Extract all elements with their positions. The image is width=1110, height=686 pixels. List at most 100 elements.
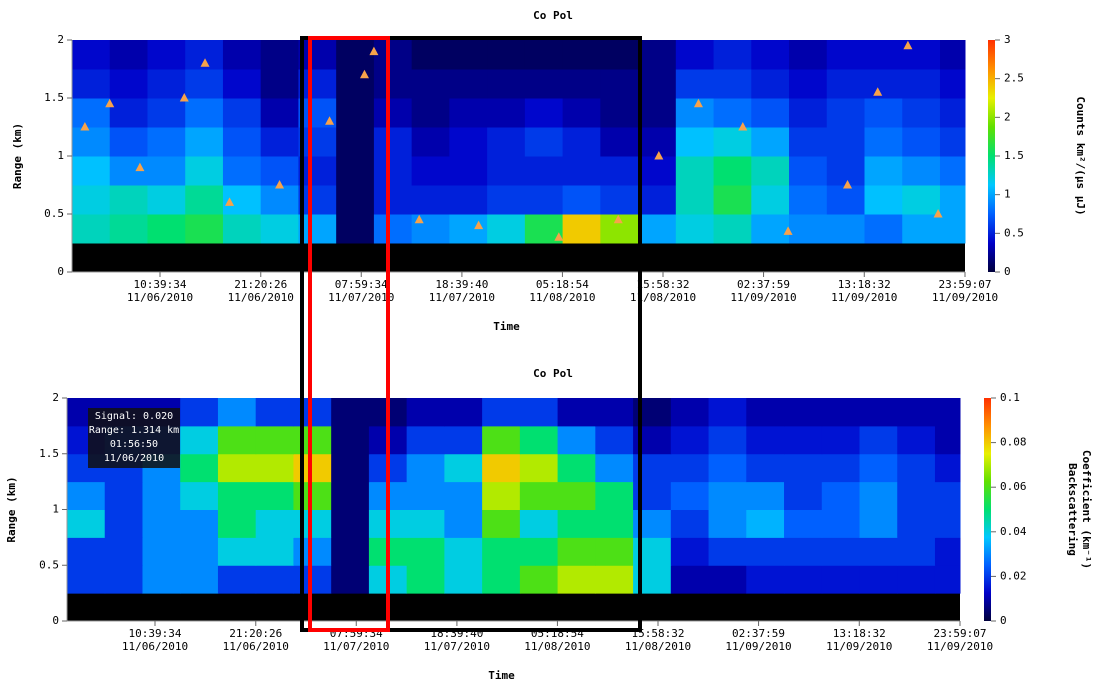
heatmap-cell (147, 214, 186, 244)
heatmap-cell (487, 69, 526, 99)
heatmap-cell (746, 481, 785, 510)
x-tick-label: 11/07/2010 (323, 640, 389, 653)
heatmap-cell (298, 156, 337, 186)
heatmap-cell (939, 214, 966, 244)
colorbar-tick-label: 2 (1004, 110, 1011, 123)
heatmap-cell (180, 565, 219, 594)
annotation-text: 01:56:50 (110, 439, 158, 450)
x-tick-label: 23:59:07 (934, 627, 987, 640)
heatmap-cell (713, 214, 752, 244)
y-tick-label: 2 (57, 33, 64, 46)
heatmap-cell (557, 537, 596, 566)
heatmap-cell (142, 565, 181, 594)
x-tick-label: 02:37:59 (732, 627, 785, 640)
x-tick-label: 13:18:32 (833, 627, 886, 640)
marker (613, 214, 623, 224)
heatmap-cell (104, 481, 143, 510)
heatmap-cell (638, 214, 677, 244)
heatmap-cell (298, 40, 337, 70)
heatmap-cell (557, 425, 596, 455)
colorbar-tick-label: 1.5 (1004, 149, 1024, 162)
y-tick-label: 2 (52, 391, 59, 404)
heatmap-cell (331, 481, 370, 510)
heatmap-cell (180, 509, 219, 538)
heatmap-cell (331, 425, 370, 455)
heatmap-cell (826, 185, 866, 215)
x-tick-label: 10:39:34 (133, 278, 186, 291)
heatmap-cell (255, 481, 294, 510)
heatmap-cell (670, 509, 710, 538)
heatmap-cell (104, 537, 143, 566)
heatmap-cell (482, 565, 521, 594)
x-axis-label: Time (493, 320, 520, 333)
heatmap-cell (72, 69, 111, 99)
heatmap-cell (746, 453, 785, 483)
heatmap-cell (185, 127, 224, 157)
heatmap-cell (336, 127, 375, 157)
x-tick-label: 11/06/2010 (228, 291, 294, 304)
heatmap-cell (487, 127, 526, 157)
heatmap-cell (826, 40, 866, 70)
heatmap-cell (293, 565, 332, 594)
heatmap-cell (557, 481, 596, 510)
annotation-text: Range: 1.314 km (89, 425, 179, 436)
marker (654, 151, 664, 160)
heatmap-cell (524, 185, 564, 215)
heatmap-cell (826, 214, 866, 244)
x-tick-label: 07:59:34 (335, 278, 388, 291)
heatmap-cell (595, 509, 634, 538)
heatmap-cell (336, 40, 375, 70)
heatmap-cell (411, 40, 450, 70)
heatmap-cell (487, 98, 526, 128)
y-tick-label: 1 (52, 503, 59, 516)
colorbar-tick-label: 3 (1004, 33, 1011, 46)
heatmap-cell (180, 537, 219, 566)
heatmap-cell (638, 156, 677, 186)
heatmap-cell (859, 425, 898, 455)
heatmap-cell (859, 565, 898, 594)
y-axis-label: Range (km) (11, 123, 24, 189)
heatmap-cell (600, 40, 639, 70)
colorbar-tick-label: 0.08 (1000, 436, 1027, 449)
marker (200, 58, 210, 67)
heatmap-cell (897, 481, 936, 510)
x-tick-label: 15:58:32 (632, 627, 685, 640)
heatmap-cell (708, 481, 747, 510)
heatmap-cell (482, 398, 521, 427)
heatmap-cell (897, 537, 936, 566)
heatmap-cell (67, 537, 106, 566)
heatmap-cell (789, 185, 828, 215)
marker (903, 40, 913, 50)
heatmap-cell (217, 425, 257, 455)
heatmap-cell (373, 156, 413, 186)
heatmap-cell (708, 565, 747, 594)
heatmap-cell (444, 398, 483, 427)
heatmap-cell (487, 185, 526, 215)
heatmap-cell (524, 69, 564, 99)
heatmap-cell (449, 98, 488, 128)
heatmap-cell (373, 98, 413, 128)
heatmap-cell (713, 98, 752, 128)
x-tick-label: 02:37:59 (737, 278, 790, 291)
x-tick-label: 11/09/2010 (725, 640, 791, 653)
heatmap-cell (600, 127, 639, 157)
heatmap-cell (864, 98, 903, 128)
heatmap-cell (444, 509, 483, 538)
heatmap-cell (751, 156, 790, 186)
colorbar-tick-label: 0.5 (1004, 226, 1024, 239)
heatmap-cell (600, 98, 639, 128)
heatmap-cell (142, 537, 181, 566)
heatmap-cell (147, 127, 186, 157)
heatmap-cell (864, 185, 903, 215)
heatmap-cell (859, 398, 898, 427)
highlight-box (300, 36, 642, 632)
heatmap-cell (406, 398, 445, 427)
heatmap-cell (670, 537, 710, 566)
heatmap-cell (293, 481, 332, 510)
heatmap-cell (222, 98, 262, 128)
heatmap-cell (260, 69, 299, 99)
heatmap-cell (902, 127, 941, 157)
heatmap-cell (562, 127, 601, 157)
heatmap-cell (751, 185, 790, 215)
